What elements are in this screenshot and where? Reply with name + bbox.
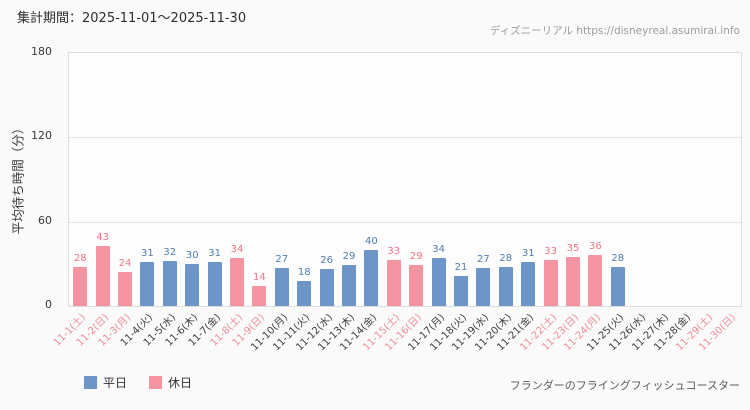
bar[interactable] [230, 258, 244, 306]
bar[interactable] [386, 259, 401, 306]
y-tick-label: 60 [38, 213, 52, 227]
bar[interactable] [95, 245, 110, 306]
gridline [69, 137, 741, 139]
attraction-name: フランダーのフライングフィッシュコースター [509, 379, 740, 392]
bar-value-label: 33 [544, 245, 557, 257]
y-axis-ticks: 0 60 120 180 [0, 45, 62, 311]
bar-value-label: 27 [477, 254, 490, 266]
gridline [69, 221, 741, 223]
bar[interactable] [610, 266, 625, 306]
bar-value-label: 29 [409, 251, 423, 263]
bar[interactable] [319, 269, 334, 306]
bar-value-label: 34 [432, 244, 445, 256]
legend-weekday-label: 平日 [103, 376, 128, 390]
bar[interactable] [588, 255, 603, 306]
bar[interactable] [364, 249, 379, 306]
bar[interactable] [431, 258, 446, 306]
bar[interactable] [297, 280, 312, 306]
bar[interactable] [476, 268, 491, 306]
bar-value-label: 29 [342, 251, 356, 263]
bar[interactable] [342, 265, 356, 306]
bar-value-label: 40 [365, 235, 378, 247]
bar[interactable] [252, 286, 267, 306]
bar[interactable] [454, 276, 468, 306]
bar[interactable] [207, 262, 222, 306]
legend: 平日 休日 [84, 374, 192, 391]
x-axis-labels: 11-1(土) 11-2(日) 11-3(月) 11-4(火) 11-5(水) 11-6(… [52, 308, 740, 370]
bar[interactable] [409, 265, 424, 306]
bar[interactable] [543, 259, 558, 306]
bar-value-label: 24 [118, 258, 132, 270]
period-label: 集計期間：2025-11-01～2025-11-30 [17, 11, 247, 26]
bar-value-label: 32 [163, 247, 177, 259]
bar-value-label: 28 [611, 252, 625, 264]
bar-value-label: 31 [208, 248, 221, 260]
bar-value-label: 28 [73, 252, 87, 264]
y-tick-label: 120 [31, 129, 52, 143]
legend-holiday-swatch [149, 376, 163, 389]
bar[interactable] [140, 262, 155, 306]
bar-value-label: 33 [387, 245, 401, 257]
bar-value-label: 31 [141, 248, 154, 260]
y-tick-label: 180 [31, 45, 52, 58]
bar-value-label: 36 [589, 241, 602, 253]
plot-area[interactable]: 28 43 24 31 32 30 31 34 14 27 18 26 29 40 33 29 34 21 27 28… [68, 52, 742, 307]
bar-value-label: 27 [275, 254, 289, 266]
bar-value-label: 43 [96, 231, 109, 243]
legend-weekday-swatch [84, 376, 97, 389]
site-credit: ディズニーリアル https://disneyreal.asumirai.inf… [489, 25, 740, 37]
bar-value-label: 18 [297, 266, 311, 278]
bar[interactable] [185, 263, 200, 306]
bar[interactable] [274, 268, 289, 306]
bar-value-label: 26 [320, 255, 333, 267]
bar[interactable] [566, 256, 580, 306]
bar[interactable] [498, 266, 513, 306]
bar-value-label: 30 [185, 249, 199, 261]
bar[interactable] [73, 266, 88, 306]
y-tick-label: 0 [45, 298, 52, 311]
bar[interactable] [162, 261, 177, 306]
bar-value-label: 21 [454, 262, 468, 274]
bar-value-label: 35 [566, 242, 580, 254]
bar-value-label: 14 [253, 272, 266, 284]
bar-value-label: 28 [499, 252, 513, 264]
legend-holiday-label: 休日 [168, 376, 193, 390]
bar[interactable] [521, 262, 536, 306]
bar-value-label: 31 [521, 248, 535, 260]
bar-value-label: 34 [230, 244, 244, 256]
bar[interactable] [118, 272, 132, 306]
